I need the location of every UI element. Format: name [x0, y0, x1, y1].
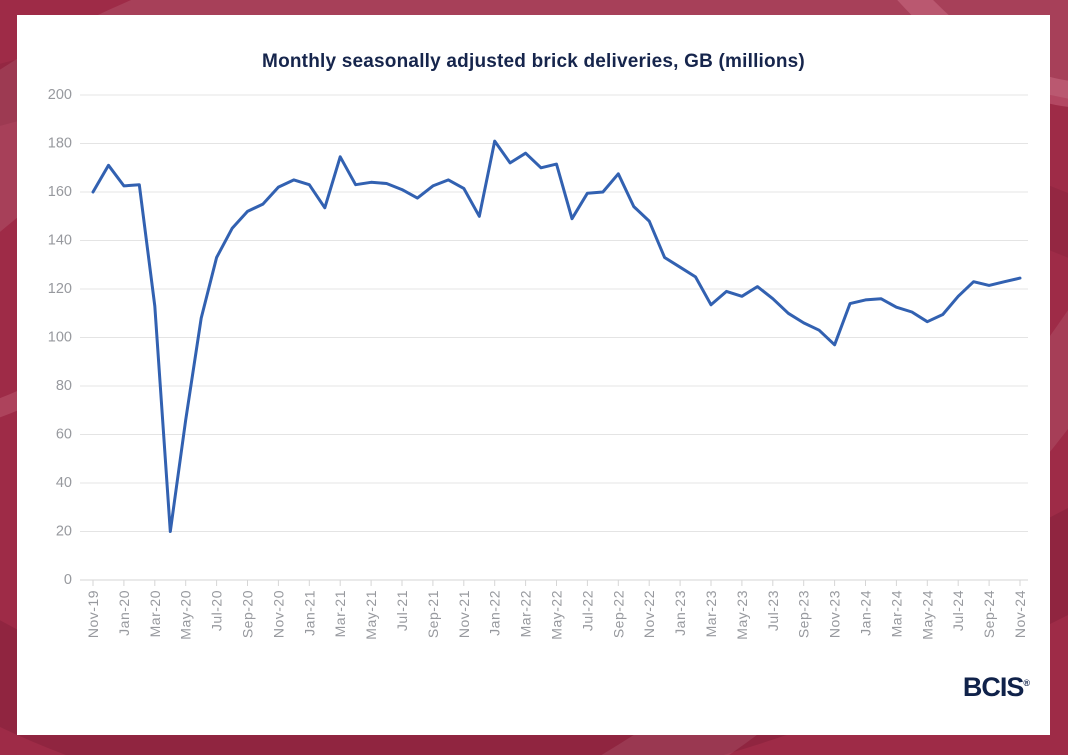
x-axis-tick-label: Nov-20 — [270, 590, 286, 638]
y-axis-tick-label: 0 — [64, 572, 72, 588]
y-axis-tick-label: 60 — [56, 427, 72, 443]
x-axis-tick-label: Jan-22 — [487, 590, 503, 636]
x-axis-tick-label: Jul-20 — [209, 590, 225, 631]
x-axis-tick-label: Mar-22 — [518, 590, 534, 637]
x-axis-tick-label: Mar-23 — [703, 590, 719, 637]
x-axis-tick-label: Nov-21 — [456, 590, 472, 638]
x-axis-tick-label: Jan-21 — [301, 590, 317, 636]
line-chart: 0 20 40 60 80 100 120 140 160 180 200 Nov-19 Jan-20 M… — [48, 87, 1028, 640]
x-axis-tick-label: Sep-24 — [981, 590, 997, 638]
x-axis-tick-label: May-24 — [919, 590, 935, 640]
y-axis-tick-label: 160 — [48, 184, 72, 200]
x-axis-tick-label: Sep-22 — [610, 590, 626, 638]
x-axis-tick-label: Nov-19 — [85, 590, 101, 638]
y-axis-tick-label: 100 — [48, 330, 72, 346]
x-axis-tick-label: May-23 — [734, 590, 750, 640]
y-axis-tick-label: 140 — [48, 233, 72, 249]
x-axis-tick-label: Jan-20 — [116, 590, 132, 636]
bcis-logo-text: BCIS — [962, 672, 1025, 702]
x-axis-tick-label: Nov-22 — [641, 590, 657, 638]
x-axis-tick-label: Jul-23 — [765, 590, 781, 631]
x-axis-tick-label: Sep-20 — [240, 590, 256, 638]
page-title: Monthly seasonally adjusted brick delive… — [262, 51, 805, 72]
x-axis-tick-label: Nov-24 — [1012, 590, 1028, 638]
x-axis-tick-label: May-22 — [549, 590, 565, 640]
x-axis-tick-label: Mar-20 — [147, 590, 163, 637]
x-axis-tick-label: Jul-24 — [950, 590, 966, 631]
x-axis-tick-label: May-21 — [363, 590, 379, 640]
y-axis-tick-label: 40 — [56, 475, 72, 491]
x-axis-tick-label: Jul-22 — [579, 590, 595, 631]
x-axis-tick-label: Mar-21 — [332, 590, 348, 637]
x-axis-tick-label: Sep-23 — [796, 590, 812, 638]
x-axis-tick-label: Nov-23 — [827, 590, 843, 638]
y-axis-tick-label: 180 — [48, 136, 72, 152]
registered-mark-icon: ® — [1023, 678, 1030, 688]
x-axis-tick-label: Jan-23 — [672, 590, 688, 636]
x-axis-tick-label: Sep-21 — [425, 590, 441, 638]
y-axis-tick-label: 200 — [48, 87, 72, 103]
data-line — [91, 139, 1022, 533]
y-axis-tick-label: 20 — [56, 524, 72, 540]
y-axis-tick-label: 80 — [56, 378, 72, 394]
x-axis-tick-label: Jul-21 — [394, 590, 410, 631]
x-axis-tick-label: Mar-24 — [888, 590, 904, 637]
x-axis-tick-label: May-20 — [178, 590, 194, 640]
y-axis-tick-label: 120 — [48, 281, 72, 297]
x-axis-tick-label: Jan-24 — [858, 590, 874, 636]
bcis-logo: BCIS® — [963, 672, 1030, 703]
chart-card: Monthly seasonally adjusted brick delive… — [17, 15, 1050, 735]
